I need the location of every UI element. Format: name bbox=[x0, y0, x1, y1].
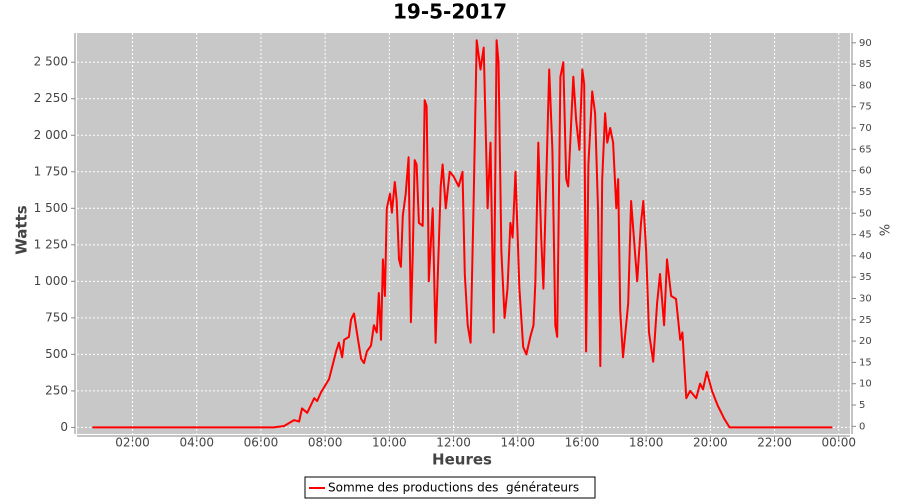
y2-tick-label: 80 bbox=[859, 80, 872, 91]
y2-tick-label: 70 bbox=[859, 123, 872, 134]
x-axis-label: Heures bbox=[432, 451, 492, 469]
y2-tick-label: 30 bbox=[859, 293, 872, 304]
y2-tick-label: 55 bbox=[859, 187, 872, 198]
y-tick-label: 2 500 bbox=[34, 55, 68, 69]
y2-tick-label: 20 bbox=[859, 336, 872, 347]
x-tick-label: 12:00 bbox=[436, 436, 471, 450]
y2-tick-label: 15 bbox=[859, 357, 872, 368]
y-tick-label: 1 500 bbox=[34, 201, 68, 215]
x-tick-label: 16:00 bbox=[565, 436, 600, 450]
y2-tick-label: 45 bbox=[859, 230, 872, 241]
y-tick-label: 1 250 bbox=[34, 237, 68, 251]
y2-tick-label: 5 bbox=[859, 400, 865, 411]
y2-tick-label: 90 bbox=[859, 38, 872, 49]
y2-tick-label: 60 bbox=[859, 166, 872, 177]
x-tick-label: 08:00 bbox=[308, 436, 343, 450]
x-tick-label: 02:00 bbox=[115, 436, 150, 450]
x-tick-label: 18:00 bbox=[629, 436, 664, 450]
y2-tick-label: 0 bbox=[859, 421, 865, 432]
x-tick-label: 00:00 bbox=[821, 436, 856, 450]
y-tick-label: 2 250 bbox=[34, 91, 68, 105]
legend bbox=[304, 476, 596, 499]
legend-label: Somme des productions des générateurs bbox=[328, 481, 579, 495]
chart-title: 19-5-2017 bbox=[393, 0, 507, 24]
y2-tick-label: 50 bbox=[859, 208, 872, 219]
y2-axis-label: % bbox=[876, 224, 891, 236]
line bbox=[92, 39, 833, 429]
y-tick-label: 1 750 bbox=[34, 164, 68, 178]
y-tick-label: 2 000 bbox=[34, 128, 68, 142]
y2-tick-label: 75 bbox=[859, 102, 872, 113]
y-axis-label: Watts bbox=[13, 205, 31, 254]
y2-tick-label: 40 bbox=[859, 251, 872, 262]
x-tick-label: 10:00 bbox=[372, 436, 407, 450]
y2-tick-label: 10 bbox=[859, 379, 872, 390]
y-tick-label: 750 bbox=[45, 310, 68, 324]
y-tick-label: 250 bbox=[45, 383, 68, 397]
x-tick-label: 14:00 bbox=[500, 436, 535, 450]
y2-tick-label: 25 bbox=[859, 315, 872, 326]
x-tick-label: 20:00 bbox=[693, 436, 728, 450]
y-tick-label: 1 000 bbox=[34, 274, 68, 288]
y-tick-label: 500 bbox=[45, 347, 68, 361]
y-tick-label: 0 bbox=[60, 420, 68, 434]
x-tick-label: 06:00 bbox=[244, 436, 279, 450]
y2-tick-label: 85 bbox=[859, 59, 872, 70]
y2-tick-label: 35 bbox=[859, 272, 872, 283]
x-tick-label: 04:00 bbox=[179, 436, 214, 450]
x-tick-label: 22:00 bbox=[757, 436, 792, 450]
y2-tick-label: 65 bbox=[859, 144, 872, 155]
